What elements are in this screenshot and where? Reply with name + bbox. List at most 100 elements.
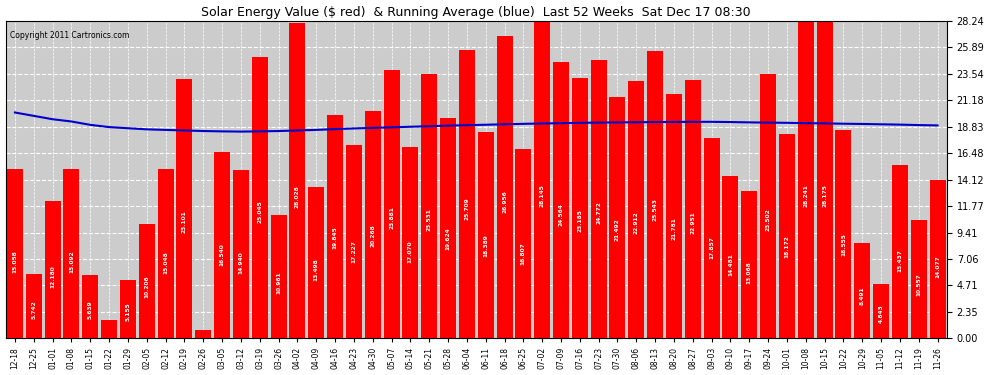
Bar [873,284,889,338]
Bar [723,176,739,338]
Text: 25.709: 25.709 [464,197,469,220]
Bar [553,62,569,338]
Bar [836,130,851,338]
Text: 23.881: 23.881 [389,206,394,229]
Text: 26.956: 26.956 [502,190,507,213]
Text: 18.172: 18.172 [784,235,789,258]
Text: 19.845: 19.845 [333,226,338,249]
Bar [82,275,98,338]
Text: Copyright 2011 Cartronics.com: Copyright 2011 Cartronics.com [10,31,130,40]
Bar [7,169,23,338]
Text: 17.227: 17.227 [351,240,356,262]
Bar [233,170,248,338]
Bar [26,274,42,338]
Text: 15.058: 15.058 [13,251,18,273]
Bar [647,51,663,338]
Bar [629,81,644,338]
Text: 14.481: 14.481 [728,254,733,276]
Text: 4.843: 4.843 [878,304,883,323]
Text: 15.048: 15.048 [163,251,168,273]
Text: 22.951: 22.951 [690,211,695,234]
Text: 16.540: 16.540 [220,243,225,266]
Text: 5.742: 5.742 [32,300,37,318]
Text: 13.068: 13.068 [746,261,751,284]
Bar [779,134,795,338]
Text: 24.564: 24.564 [558,202,563,225]
Bar [742,192,757,338]
Bar [591,60,607,338]
Bar [666,94,682,338]
Bar [270,215,286,338]
Text: 16.807: 16.807 [521,242,526,265]
Bar [327,116,344,338]
Bar [214,153,230,338]
Text: 28.175: 28.175 [822,184,827,207]
Bar [704,138,720,338]
Bar [364,111,381,338]
Text: 13.498: 13.498 [314,259,319,281]
Bar [120,280,136,338]
Text: 22.912: 22.912 [634,211,639,234]
Bar [478,132,494,338]
Text: 21.492: 21.492 [615,218,620,241]
Text: 18.389: 18.389 [483,234,488,256]
Bar [760,74,776,338]
Text: 17.070: 17.070 [408,241,413,263]
Text: 28.241: 28.241 [803,184,808,207]
Text: 15.437: 15.437 [897,249,903,272]
Text: 10.206: 10.206 [145,275,149,298]
Bar [685,81,701,338]
Bar [383,70,400,338]
Bar [289,24,305,338]
Text: 10.961: 10.961 [276,272,281,294]
Bar [440,118,456,338]
Text: 18.555: 18.555 [841,233,845,256]
Text: 19.624: 19.624 [446,228,450,251]
Text: 23.502: 23.502 [765,208,770,231]
Text: 21.781: 21.781 [671,217,676,240]
Bar [572,78,588,338]
Text: 23.185: 23.185 [577,210,582,232]
Text: 28.145: 28.145 [540,184,545,207]
Text: 25.543: 25.543 [652,198,657,220]
Bar [176,79,192,338]
Bar [892,165,908,338]
Text: 24.772: 24.772 [596,202,601,225]
Text: 23.531: 23.531 [427,208,432,231]
Bar [911,220,927,338]
Text: 17.857: 17.857 [709,237,714,260]
Text: 5.155: 5.155 [126,303,131,321]
Bar [45,201,60,338]
Bar [798,21,814,338]
Text: 14.077: 14.077 [936,256,940,278]
Bar [308,187,325,338]
Bar [854,243,870,338]
Title: Solar Energy Value ($ red)  & Running Average (blue)  Last 52 Weeks  Sat Dec 17 : Solar Energy Value ($ red) & Running Ave… [201,6,751,18]
Bar [535,22,550,338]
Text: 23.101: 23.101 [182,210,187,233]
Bar [402,147,419,338]
Bar [516,150,532,338]
Text: 10.557: 10.557 [916,273,922,296]
Bar [63,169,79,338]
Text: 20.268: 20.268 [370,224,375,247]
Bar [101,321,117,338]
Bar [195,330,211,338]
Bar [930,180,945,338]
Text: 15.092: 15.092 [69,251,74,273]
Bar [421,74,438,338]
Text: 12.180: 12.180 [50,265,55,288]
Bar [251,57,267,338]
Text: 8.491: 8.491 [859,286,864,304]
Bar [817,22,833,338]
Bar [157,169,173,338]
Bar [497,36,513,338]
Bar [139,224,154,338]
Text: 5.639: 5.639 [88,300,93,319]
Text: 14.940: 14.940 [239,251,244,274]
Bar [346,145,362,338]
Bar [458,50,475,338]
Text: 28.028: 28.028 [295,185,300,208]
Bar [610,97,626,338]
Text: 25.045: 25.045 [257,200,262,223]
